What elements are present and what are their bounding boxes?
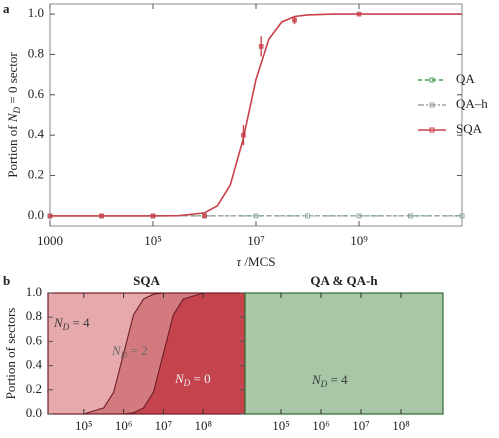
subplot-title: SQA [133, 273, 160, 288]
legend-marker [429, 127, 435, 133]
region-label-part: N [174, 371, 185, 386]
legend-label: QA–h [456, 96, 488, 111]
y-tick-label: 0.4 [28, 126, 45, 141]
legend-label: SQA [456, 121, 483, 136]
marker [459, 213, 465, 219]
area [48, 293, 245, 414]
y-tick-label: 0.6 [26, 332, 43, 347]
marker [408, 213, 413, 219]
x-tick-label: 10⁷ [155, 418, 173, 433]
area [245, 293, 443, 414]
legend-marker [429, 102, 435, 108]
region-label: ND = 4 [311, 372, 348, 389]
y-tick-label: 0.6 [28, 86, 45, 101]
marker [356, 213, 362, 219]
region-label-part: N [111, 343, 122, 358]
marker [99, 213, 104, 219]
region-label-part: N [53, 315, 64, 330]
y-axis-title-part: N [5, 112, 20, 123]
y-axis-title-part: = 0 sector [5, 52, 20, 107]
region-label-part: = 2 [127, 343, 147, 358]
y-tick-label: 0.4 [26, 357, 43, 372]
marker [253, 213, 259, 219]
x-tick-label: 10⁸ [194, 418, 212, 433]
subplot-title: QA & QA-h [310, 273, 378, 288]
region-label-part: = 4 [327, 372, 348, 387]
x-tick-label: 10⁷ [352, 418, 370, 433]
marker [292, 17, 297, 23]
marker [356, 11, 362, 17]
panel-label: a [3, 1, 10, 16]
y-tick-label: 0.0 [26, 405, 42, 420]
fit-curve [50, 13, 462, 217]
marker [202, 213, 207, 219]
x-axis-title: τ /MCS [237, 254, 276, 269]
y-tick-label: 0.2 [26, 381, 42, 396]
x-tick-label: 10⁶ [312, 418, 330, 433]
x-tick-label: 10⁹ [350, 233, 368, 248]
y-axis-title-part: D [12, 106, 22, 114]
y-axis-title: Portion of ND = 0 sector [5, 52, 22, 178]
x-tick-label: 10⁶ [115, 418, 133, 433]
x-axis-title-part: τ [237, 254, 243, 269]
region-label-part: N [311, 372, 322, 387]
y-tick-label: 0.8 [26, 308, 42, 323]
marker [47, 213, 53, 219]
y-axis-title: Portion of sectors [3, 308, 18, 400]
x-tick-label: 1000 [37, 233, 63, 248]
y-tick-label: 0.2 [28, 167, 44, 182]
y-tick-label: 1.0 [26, 284, 42, 299]
x-axis-title-part: /MCS [241, 254, 275, 269]
marker [258, 43, 264, 49]
region-label-part: D [62, 322, 70, 332]
x-tick-label: 10⁵ [75, 418, 93, 433]
y-axis-title-part: Portion of sectors [3, 308, 18, 400]
plot-frame [49, 3, 463, 227]
x-tick-label: 10⁷ [247, 233, 265, 248]
x-tick-label: 10⁵ [144, 233, 162, 248]
legend-label: QA [456, 71, 475, 86]
region-label-part: = 0 [190, 371, 210, 386]
area [48, 293, 245, 414]
legend-marker [429, 77, 435, 83]
region-label-part: = 4 [69, 315, 90, 330]
region-label-part: D [320, 379, 328, 389]
y-tick-label: 0.0 [28, 207, 44, 222]
plot-frame [244, 292, 444, 415]
panel-label: b [3, 273, 10, 288]
y-axis-title-part: Portion of [5, 122, 20, 178]
region-label: ND = 0 [174, 371, 211, 388]
y-tick-label: 0.8 [28, 45, 44, 60]
marker [305, 213, 310, 219]
marker [241, 132, 246, 138]
x-tick-label: 10⁸ [392, 418, 410, 433]
x-tick-label: 10⁵ [272, 418, 290, 433]
area [48, 293, 245, 414]
y-tick-label: 1.0 [28, 5, 44, 20]
marker [150, 213, 156, 219]
region-label-part: D [120, 350, 128, 360]
region-label: ND = 4 [53, 315, 90, 332]
region-label-part: D [183, 378, 191, 388]
region-label: ND = 2 [111, 343, 148, 360]
